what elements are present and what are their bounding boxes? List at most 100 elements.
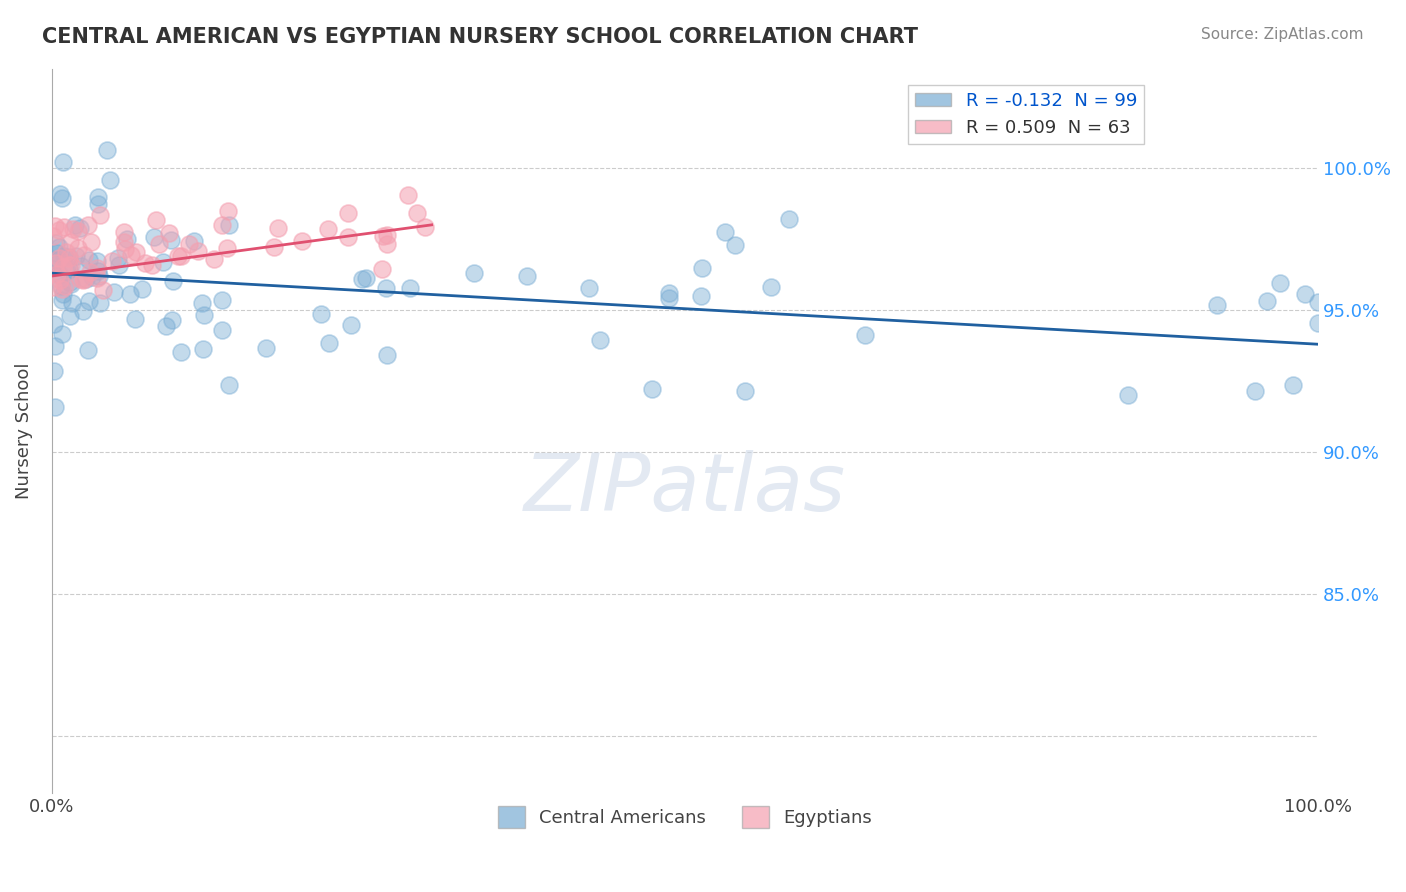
Point — [42, 261, 65, 276]
Text: ZIPatlas: ZIPatlas — [524, 450, 846, 528]
Point — [1256, 294, 1278, 309]
Point — [1116, 387, 1139, 401]
Point — [98, 173, 121, 187]
Point — [690, 260, 713, 275]
Point — [45, 236, 67, 251]
Point — [724, 237, 747, 252]
Point — [778, 212, 800, 227]
Point — [759, 280, 782, 294]
Point — [107, 252, 129, 266]
Point — [44, 219, 66, 234]
Point — [73, 247, 96, 261]
Point — [48, 251, 70, 265]
Point — [79, 293, 101, 308]
Point — [56, 264, 79, 278]
Point — [51, 326, 73, 341]
Point — [108, 258, 131, 272]
Point — [1281, 377, 1303, 392]
Point — [58, 258, 80, 272]
Point — [91, 283, 114, 297]
Point — [713, 225, 735, 239]
Point — [80, 270, 103, 285]
Point — [375, 281, 398, 295]
Point — [51, 278, 73, 293]
Point — [118, 287, 141, 301]
Point — [72, 272, 94, 286]
Point — [217, 204, 239, 219]
Point — [309, 307, 332, 321]
Point — [87, 264, 110, 278]
Point — [48, 223, 70, 237]
Point — [263, 240, 285, 254]
Point — [1268, 276, 1291, 290]
Point — [52, 154, 75, 169]
Point — [375, 228, 398, 243]
Point — [516, 268, 538, 283]
Point — [177, 236, 200, 251]
Point — [193, 308, 215, 322]
Point — [266, 221, 288, 235]
Point — [1295, 287, 1317, 301]
Point — [52, 286, 75, 301]
Point — [588, 334, 610, 348]
Point — [46, 245, 69, 260]
Point — [77, 343, 100, 357]
Point — [658, 291, 681, 305]
Point — [42, 364, 65, 378]
Point — [46, 268, 69, 282]
Point — [69, 272, 91, 286]
Point — [51, 191, 73, 205]
Point — [141, 259, 163, 273]
Point — [51, 293, 73, 308]
Point — [44, 339, 66, 353]
Point — [142, 230, 165, 244]
Point — [55, 244, 77, 259]
Point — [690, 289, 713, 303]
Point — [114, 242, 136, 256]
Point — [59, 309, 82, 323]
Point — [215, 240, 238, 254]
Point — [42, 317, 65, 331]
Point — [463, 266, 485, 280]
Point — [211, 323, 233, 337]
Point — [352, 271, 374, 285]
Point — [86, 261, 108, 276]
Point — [211, 218, 233, 232]
Point — [89, 208, 111, 222]
Point — [1308, 295, 1330, 310]
Point — [58, 250, 80, 264]
Point — [59, 258, 82, 272]
Point — [124, 312, 146, 326]
Point — [77, 218, 100, 232]
Point — [1243, 384, 1265, 398]
Point — [170, 249, 193, 263]
Point — [162, 274, 184, 288]
Point — [45, 256, 67, 270]
Point — [145, 213, 167, 227]
Point — [58, 262, 80, 277]
Point — [658, 285, 681, 300]
Point — [375, 237, 398, 252]
Point — [59, 235, 82, 249]
Point — [131, 283, 153, 297]
Point — [42, 280, 65, 294]
Point — [166, 249, 188, 263]
Point — [75, 272, 97, 286]
Point — [79, 265, 101, 279]
Point — [734, 384, 756, 399]
Point — [318, 222, 340, 236]
Point — [49, 186, 72, 201]
Point — [148, 237, 170, 252]
Point — [183, 234, 205, 248]
Point — [46, 253, 69, 268]
Point — [336, 205, 359, 219]
Point — [413, 219, 436, 234]
Point — [87, 197, 110, 211]
Point — [578, 281, 600, 295]
Point — [51, 282, 73, 296]
Point — [191, 343, 214, 357]
Point — [157, 226, 180, 240]
Point — [87, 190, 110, 204]
Point — [77, 252, 100, 267]
Point — [1308, 316, 1330, 330]
